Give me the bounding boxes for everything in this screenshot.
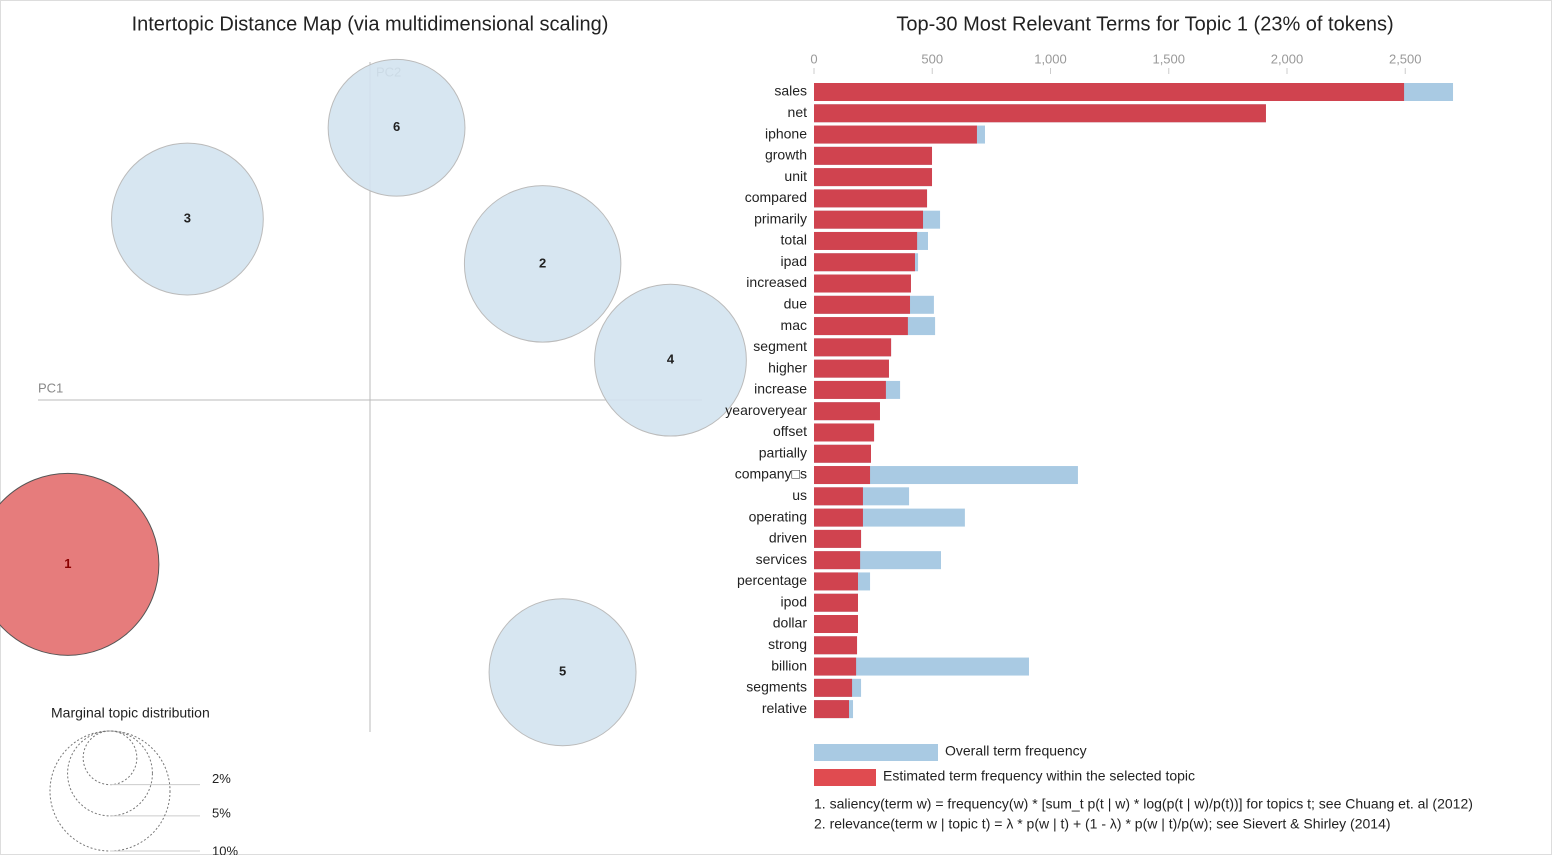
term-label: net xyxy=(788,104,808,120)
term-bar xyxy=(814,657,857,676)
term-label: ipad xyxy=(781,253,807,269)
term-bar xyxy=(814,295,911,314)
term-label: yearoveryear xyxy=(725,402,807,418)
term-label: compared xyxy=(745,189,807,205)
x-tick-label: 500 xyxy=(921,51,943,66)
term-label: higher xyxy=(768,359,807,375)
footnote: 1. saliency(term w) = frequency(w) * [su… xyxy=(814,796,1473,812)
term-label: offset xyxy=(773,423,807,439)
term-label: operating xyxy=(749,508,807,524)
term-bar xyxy=(814,466,871,485)
term-bar xyxy=(814,423,875,442)
legend-label: Overall term frequency xyxy=(945,743,1087,759)
term-label: strong xyxy=(768,636,807,652)
term-bar xyxy=(814,253,915,272)
term-bar xyxy=(814,466,1078,485)
term-label: driven xyxy=(769,530,807,546)
x-tick-label: 1,000 xyxy=(1034,51,1067,66)
term-bar xyxy=(814,231,918,250)
term-label: services xyxy=(756,551,807,567)
term-bar xyxy=(814,210,924,229)
term-bar xyxy=(814,125,977,144)
size-legend-label: 5% xyxy=(212,805,231,820)
x-tick-label: 2,000 xyxy=(1271,51,1304,66)
topic-label: 4 xyxy=(667,352,675,367)
term-label: total xyxy=(781,232,807,248)
term-bar xyxy=(814,593,858,612)
term-bar xyxy=(814,402,880,421)
term-label: ipod xyxy=(781,593,807,609)
size-legend-label: 2% xyxy=(212,771,231,786)
term-label: segments xyxy=(746,679,807,695)
term-bar xyxy=(814,551,861,570)
term-bar xyxy=(814,380,886,399)
topic-bubble xyxy=(594,283,747,437)
term-label: billion xyxy=(771,657,807,673)
topic-bubble xyxy=(0,472,160,656)
footnote: 2. relevance(term w | topic t) = λ * p(w… xyxy=(814,816,1391,832)
term-bar xyxy=(814,168,933,187)
term-bar xyxy=(814,657,1029,676)
x-axis-label: PC1 xyxy=(38,380,63,395)
legend-label: Estimated term frequency within the sele… xyxy=(883,768,1195,784)
legend-swatch xyxy=(814,744,938,761)
term-label: primarily xyxy=(754,210,807,226)
term-bar xyxy=(814,508,863,527)
term-label: increase xyxy=(754,381,807,397)
topic-label: 2 xyxy=(539,255,546,270)
term-label: mac xyxy=(781,317,807,333)
size-legend-circle xyxy=(67,730,153,817)
term-label: us xyxy=(792,487,807,503)
topic-label: 6 xyxy=(393,119,400,134)
term-bar xyxy=(814,274,911,293)
term-bar xyxy=(814,146,933,165)
chart-title: Intertopic Distance Map (via multidimens… xyxy=(132,13,609,35)
topic-label: 5 xyxy=(559,664,566,679)
term-bar xyxy=(814,359,889,378)
term-bar xyxy=(814,572,858,591)
size-legend-title: Marginal topic distribution xyxy=(51,705,210,721)
term-bar xyxy=(814,83,1405,101)
legend-swatch xyxy=(814,769,876,786)
topic-bubble xyxy=(488,598,637,747)
topic-bubble xyxy=(463,185,622,343)
term-bar xyxy=(814,338,892,357)
term-bar xyxy=(814,487,863,506)
topic-label: 1 xyxy=(64,556,71,571)
term-bar xyxy=(814,529,862,548)
term-label: growth xyxy=(765,147,807,163)
term-label: company□s xyxy=(735,466,807,482)
term-bar xyxy=(814,636,858,655)
term-label: partially xyxy=(759,444,807,460)
x-tick-label: 0 xyxy=(810,51,817,66)
term-label: increased xyxy=(746,274,807,290)
term-label: due xyxy=(784,296,808,312)
term-label: percentage xyxy=(737,572,807,588)
size-legend-label: 10% xyxy=(212,843,238,855)
term-label: iphone xyxy=(765,125,807,141)
term-label: sales xyxy=(774,83,807,99)
term-label: unit xyxy=(784,168,807,184)
topic-label: 3 xyxy=(184,210,191,225)
topic-bubble xyxy=(111,142,264,296)
term-bar xyxy=(814,700,850,719)
term-label: relative xyxy=(762,700,807,716)
term-bar xyxy=(814,615,858,633)
term-bar xyxy=(814,444,871,463)
x-tick-label: 1,500 xyxy=(1152,51,1185,66)
term-label: dollar xyxy=(773,615,808,631)
topic-bubble xyxy=(327,58,466,197)
x-tick-label: 2,500 xyxy=(1389,51,1422,66)
term-bar xyxy=(814,317,908,336)
term-bar xyxy=(814,678,853,697)
term-bar xyxy=(814,189,928,208)
chart-title: Top-30 Most Relevant Terms for Topic 1 (… xyxy=(896,13,1393,35)
term-bar xyxy=(814,104,1266,123)
term-label: segment xyxy=(753,338,807,354)
size-legend-circle xyxy=(49,730,171,852)
